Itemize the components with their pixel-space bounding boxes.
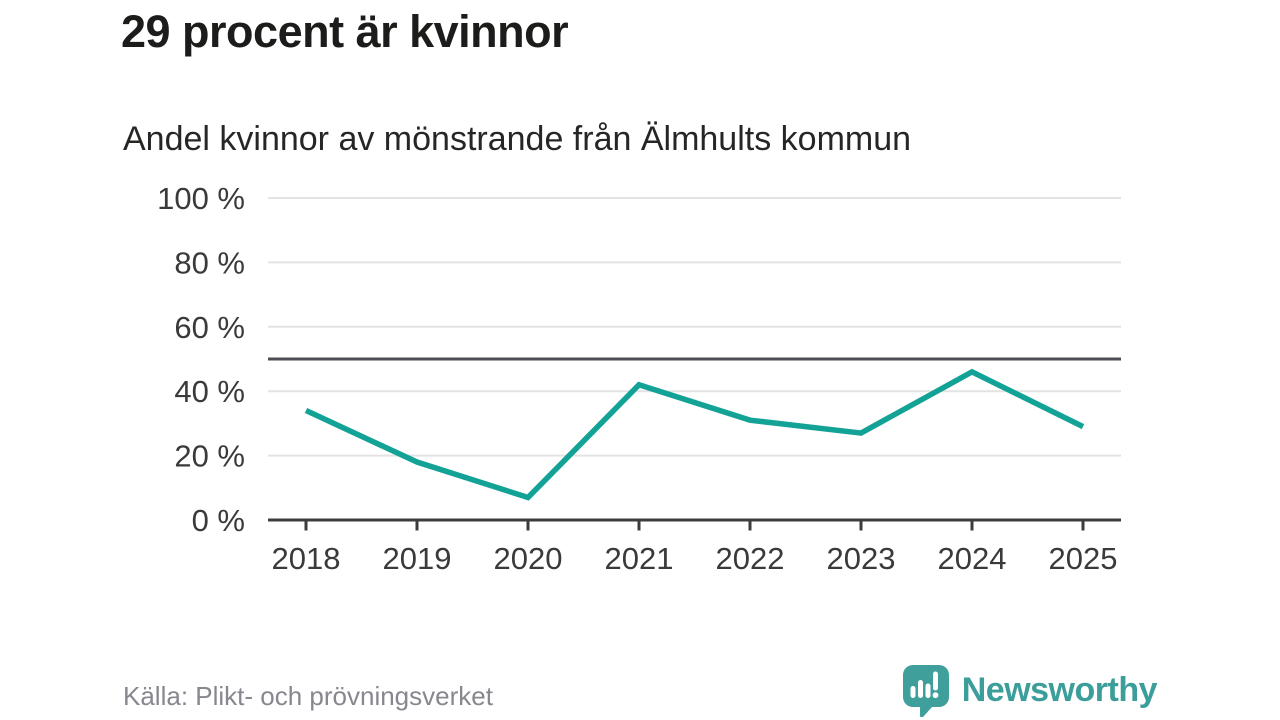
newsworthy-logo: Newsworthy bbox=[900, 663, 1158, 717]
y-tick-label: 60 % bbox=[174, 310, 245, 345]
newsworthy-logo-icon bbox=[902, 665, 949, 717]
y-tick-label: 80 % bbox=[174, 245, 245, 280]
chart-title: 29 procent är kvinnor bbox=[121, 6, 569, 57]
x-tick-label: 2019 bbox=[383, 541, 452, 576]
footer: Källa: Plikt- och prövningsverket Newswo… bbox=[123, 662, 1158, 718]
source-text: Källa: Plikt- och prövningsverket bbox=[123, 680, 493, 711]
newsworthy-wordmark: Newsworthy bbox=[961, 670, 1158, 709]
chart-subtitle: Andel kvinnor av mönstrande från Älmhult… bbox=[123, 120, 912, 158]
y-tick-label: 0 % bbox=[192, 503, 245, 538]
y-tick-label: 40 % bbox=[174, 374, 245, 409]
x-tick-label: 2021 bbox=[605, 541, 674, 576]
x-tick-label: 2018 bbox=[272, 541, 341, 576]
data-line bbox=[304, 368, 1085, 501]
x-tick-label: 2024 bbox=[938, 541, 1007, 576]
y-tick-label: 20 % bbox=[174, 439, 245, 474]
x-tick-label: 2023 bbox=[827, 541, 896, 576]
y-tick-label: 100 % bbox=[157, 181, 245, 216]
x-tick-label: 2020 bbox=[494, 541, 563, 576]
x-tick-label: 2025 bbox=[1049, 541, 1118, 576]
x-tick-label: 2022 bbox=[716, 541, 785, 576]
